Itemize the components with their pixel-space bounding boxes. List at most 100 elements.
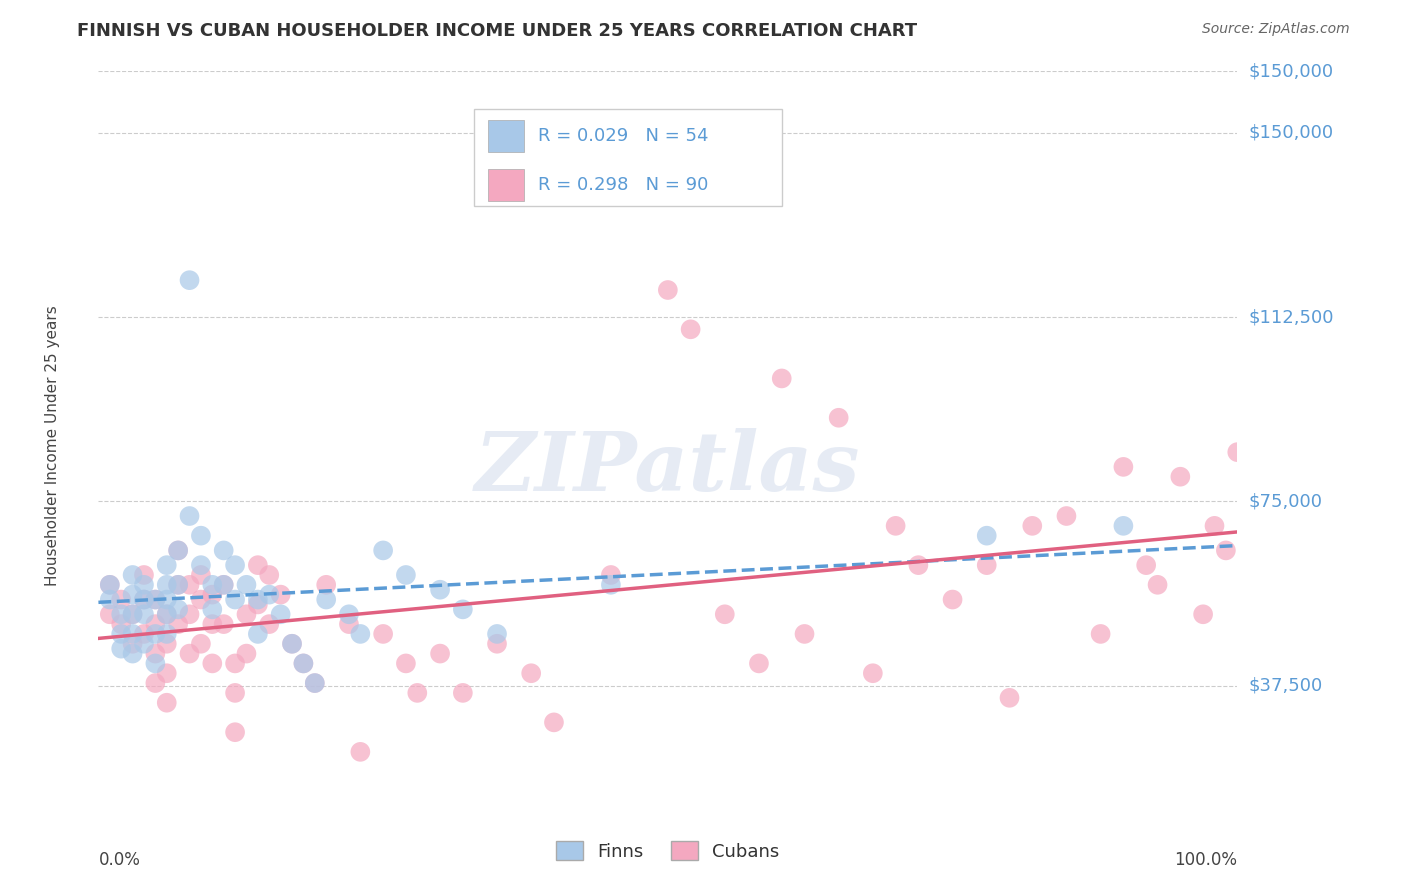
Point [337, 607, 360, 622]
Point [167, 543, 190, 558]
Point [212, 578, 235, 592]
Point [190, 568, 212, 582]
Point [304, 676, 326, 690]
Point [121, 568, 143, 582]
Text: R = 0.029   N = 54: R = 0.029 N = 54 [538, 127, 709, 145]
Point [156, 637, 179, 651]
Point [167, 543, 190, 558]
Point [156, 578, 179, 592]
Point [132, 607, 155, 622]
Point [429, 647, 451, 661]
Point [201, 617, 224, 632]
Point [1170, 469, 1192, 483]
Point [429, 582, 451, 597]
Point [976, 558, 998, 573]
Point [451, 602, 474, 616]
Point [1226, 445, 1249, 459]
Point [145, 592, 167, 607]
Point [121, 607, 143, 622]
Point [907, 558, 929, 573]
Point [1192, 607, 1215, 622]
Point [121, 607, 143, 622]
Point [543, 715, 565, 730]
Text: Householder Income Under 25 years: Householder Income Under 25 years [45, 306, 60, 586]
Point [98, 578, 121, 592]
Point [259, 568, 281, 582]
Point [224, 558, 246, 573]
Point [828, 410, 851, 425]
Text: $37,500: $37,500 [1249, 676, 1323, 695]
Point [145, 647, 167, 661]
Bar [474, 109, 782, 206]
Point [235, 647, 257, 661]
Point [246, 598, 269, 612]
Point [212, 578, 235, 592]
Point [600, 568, 623, 582]
Point [212, 543, 235, 558]
Point [246, 592, 269, 607]
Point [224, 686, 246, 700]
Point [748, 657, 770, 671]
Text: 100.0%: 100.0% [1174, 851, 1237, 869]
Point [121, 647, 143, 661]
Point [235, 607, 257, 622]
Point [884, 519, 907, 533]
Point [259, 588, 281, 602]
Point [156, 592, 179, 607]
Point [246, 558, 269, 573]
Point [145, 676, 167, 690]
Legend: Finns, Cubans: Finns, Cubans [548, 834, 787, 868]
Point [281, 637, 304, 651]
Text: $112,500: $112,500 [1249, 308, 1334, 326]
Point [190, 558, 212, 573]
Point [1146, 578, 1168, 592]
Point [98, 607, 121, 622]
Point [714, 607, 737, 622]
Point [132, 627, 155, 641]
Point [1135, 558, 1157, 573]
Text: $150,000: $150,000 [1249, 124, 1333, 142]
Point [156, 627, 179, 641]
Point [246, 627, 269, 641]
Point [156, 607, 179, 622]
Point [600, 578, 623, 592]
Point [998, 690, 1021, 705]
Point [167, 578, 190, 592]
Point [395, 657, 418, 671]
Point [770, 371, 793, 385]
Point [121, 637, 143, 651]
Point [224, 592, 246, 607]
Point [657, 283, 679, 297]
Point [179, 647, 201, 661]
Point [1112, 459, 1135, 474]
Point [110, 627, 132, 641]
Point [167, 602, 190, 616]
Point [520, 666, 543, 681]
Point [132, 592, 155, 607]
Point [1021, 519, 1043, 533]
Point [224, 657, 246, 671]
Point [132, 592, 155, 607]
Point [451, 686, 474, 700]
Point [179, 508, 201, 523]
Text: $150,000: $150,000 [1249, 62, 1333, 80]
Point [201, 602, 224, 616]
Point [349, 627, 371, 641]
Point [132, 568, 155, 582]
Point [1112, 519, 1135, 533]
Point [201, 578, 224, 592]
Point [486, 627, 509, 641]
Bar [488, 120, 524, 152]
Point [156, 666, 179, 681]
Point [270, 607, 292, 622]
Point [224, 725, 246, 739]
Point [371, 627, 394, 641]
Point [201, 657, 224, 671]
Point [190, 529, 212, 543]
Text: $75,000: $75,000 [1249, 492, 1323, 510]
Point [942, 592, 965, 607]
Point [337, 617, 360, 632]
Point [395, 568, 418, 582]
Point [98, 578, 121, 592]
Point [145, 657, 167, 671]
